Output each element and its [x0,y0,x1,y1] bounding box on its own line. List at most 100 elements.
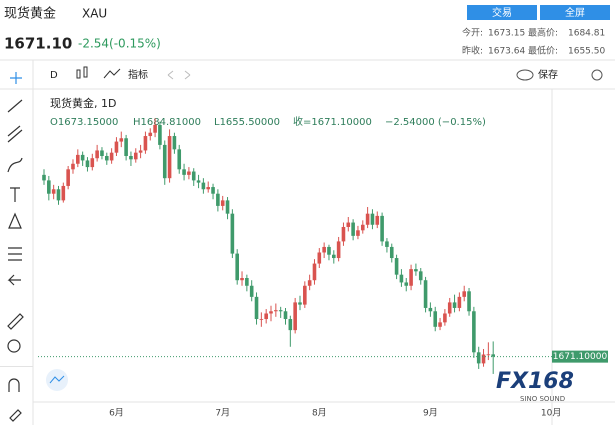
symbol: XAU [82,7,107,21]
candle-body [254,296,259,320]
logo-badge [46,369,68,391]
candle-body [327,246,331,255]
candle-body [133,152,138,160]
candle-body [365,213,370,225]
candle-body [56,189,61,201]
candle-body [187,171,191,175]
candle-body [307,280,312,286]
candle-body [394,258,399,275]
candle-body [47,180,51,194]
candle-body [177,149,182,170]
candle-body [95,150,99,159]
logo-badge-icon [49,375,65,384]
candle-body [191,171,196,181]
candle-body [476,352,481,364]
fullscreen-button-label[interactable]: 全屏 [565,6,585,19]
settings-icon[interactable] [591,69,603,81]
candle-body [351,222,355,236]
candle-body [100,150,104,156]
candle-body [138,150,143,153]
candle-body [182,169,186,175]
candle-body [423,280,428,308]
interval[interactable]: D [50,70,58,81]
legend-low: L1655.50000 [214,117,280,128]
candle-body [491,354,495,357]
candle-body [278,310,283,312]
prev-value: 1673.64 [488,47,525,57]
candle-body [467,291,471,312]
candle-body [162,144,167,179]
candle-body [196,180,201,183]
trade-button[interactable] [467,5,537,20]
candle-body [249,285,254,297]
x-tick-label: 8月 [312,408,327,419]
candle-body [414,269,418,272]
candle-icon[interactable] [76,66,88,79]
candle-body [71,163,75,170]
legend-change: −2.54000 (−0.15%) [385,117,486,128]
legend-title: 现货黄金, 1D [50,96,116,110]
candle-body [443,313,447,323]
candle-body [211,187,215,194]
candle-body [399,274,404,283]
candle-body [42,174,46,181]
trade-button-label[interactable]: 交易 [492,6,512,19]
candle-body [90,158,95,168]
candle-body [109,152,114,161]
change: -2.54(-0.15%) [78,37,161,51]
candle-body [360,224,365,231]
x-tick-label: 10月 [541,408,561,419]
candle-body [404,282,409,286]
candle-body [322,246,326,253]
x-tick-label: 9月 [423,408,438,419]
divider [0,366,33,367]
legend-close: 收=1671.10000 [293,115,372,128]
candle-body [346,222,351,227]
prev-label: 昨收: [462,45,483,57]
candle-body [303,285,307,305]
high-value: 1684.81 [568,29,605,39]
candle-body [380,215,384,242]
last-price-tag [552,350,608,363]
indicator-icon[interactable] [103,68,121,79]
candle-body [418,271,423,281]
candle-body [225,200,230,214]
indicators[interactable]: 指标 [128,68,148,81]
candle-body [114,141,119,153]
candle-body [230,213,235,254]
candle-body [283,311,288,320]
candle-body [370,213,375,225]
candle-body [104,156,109,161]
fullscreen-button[interactable] [540,5,610,20]
candle-body [76,154,80,164]
candle-body [428,307,433,312]
candle-body [341,226,346,242]
candle-body [245,278,249,286]
candle-body [158,124,162,145]
candle-body [129,156,133,160]
candle-body [153,124,157,133]
save[interactable]: 保存 [538,68,558,81]
candle-body [375,215,380,225]
candle-body [85,160,90,168]
candle-body [269,311,273,314]
candle-body [143,136,148,151]
candle-body [259,319,264,320]
cloud-icon[interactable] [516,69,534,81]
high-label: 最高价: [528,27,558,39]
watermark-logo: FX168 [496,369,574,394]
candle-body [51,189,56,194]
left-toolbar[interactable] [7,72,24,422]
candle-body [385,241,389,247]
candle-body [220,200,225,206]
last-price-label: 1671.10000 [553,352,608,362]
candle-body [332,254,336,259]
candle-body [201,182,206,190]
candle-body [293,302,297,331]
undo-redo[interactable] [167,70,191,80]
candle-body [167,136,172,179]
candle-body [148,132,153,137]
candle-body [409,269,413,286]
candle-body [486,354,491,356]
